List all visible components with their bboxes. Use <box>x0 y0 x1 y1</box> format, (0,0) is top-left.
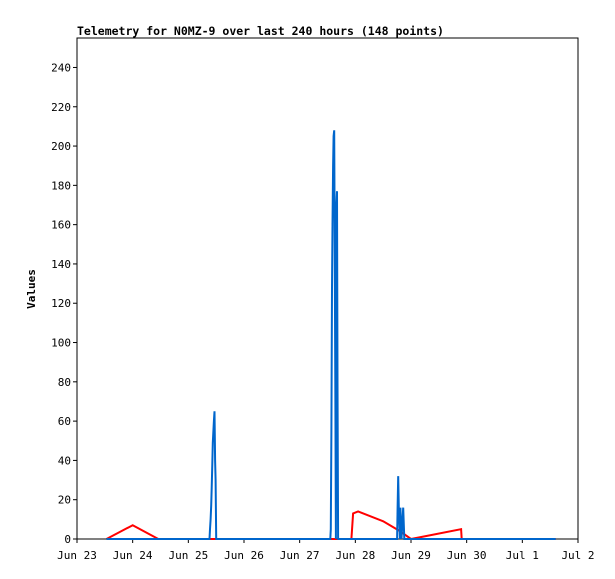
y-axis-label: Values <box>25 269 38 309</box>
y-tick-label: 120 <box>51 297 71 310</box>
series-line-2 <box>106 130 556 540</box>
x-tick-label: Jul 1 <box>506 549 539 562</box>
x-tick-label: Jun 27 <box>280 549 320 562</box>
y-tick-label: 80 <box>58 376 71 389</box>
x-tick-label: Jun 28 <box>335 549 375 562</box>
y-tick-label: 40 <box>58 454 71 467</box>
x-tick-label: Jun 26 <box>224 549 264 562</box>
x-tick-label: Jun 23 <box>57 549 97 562</box>
y-tick-label: 0 <box>64 533 71 546</box>
y-tick-label: 220 <box>51 101 71 114</box>
y-tick-label: 240 <box>51 61 71 74</box>
x-tick-label: Jul 2 <box>561 549 594 562</box>
y-axis: 0 20 40 60 80 100 120 140 160 180 200 220 240 <box>51 61 77 546</box>
x-tick-label: Jun 24 <box>113 549 153 562</box>
y-tick-label: 160 <box>51 219 71 232</box>
y-tick-label: 180 <box>51 179 71 192</box>
x-tick-label: Jun 29 <box>391 549 431 562</box>
series-layer <box>106 130 556 541</box>
chart-title: Telemetry for N0MZ-9 over last 240 hours… <box>77 24 444 38</box>
x-tick-label: Jun 25 <box>168 549 208 562</box>
y-tick-label: 140 <box>51 258 71 271</box>
y-tick-label: 200 <box>51 140 71 153</box>
x-tick-label: Jun 30 <box>447 549 487 562</box>
y-tick-label: 100 <box>51 337 71 350</box>
y-tick-label: 60 <box>58 415 71 428</box>
x-axis: Jun 23 Jun 24 Jun 25 Jun 26 Jun 27 Jun 28 Jun … <box>57 539 595 562</box>
y-tick-label: 20 <box>58 494 71 507</box>
